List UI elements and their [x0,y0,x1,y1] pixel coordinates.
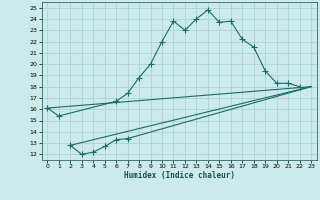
X-axis label: Humidex (Indice chaleur): Humidex (Indice chaleur) [124,171,235,180]
